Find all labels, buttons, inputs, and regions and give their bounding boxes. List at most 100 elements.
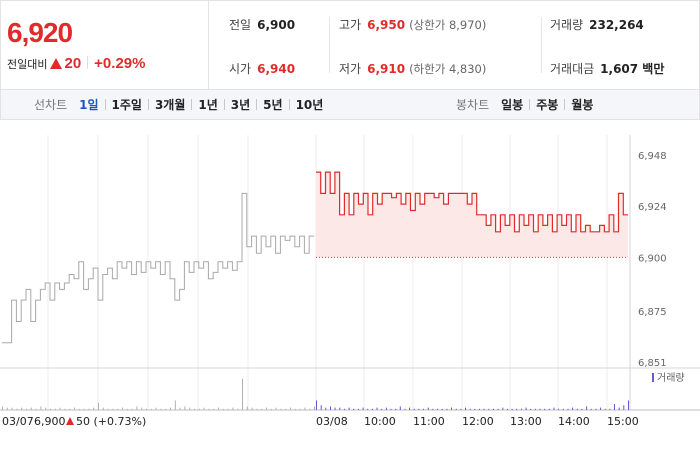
stat-prev-close: 전일 6,900 xyxy=(229,16,295,33)
prev-day-volume-bar xyxy=(117,408,119,410)
stat-volume: 거래량 232,264 xyxy=(550,16,644,33)
prev-day-volume-bar xyxy=(194,408,195,410)
today-volume-bar xyxy=(390,408,392,410)
today-volume-bar xyxy=(404,408,406,410)
prev-day-volume-bar xyxy=(45,407,47,410)
prev-day-volume-bar xyxy=(184,406,186,410)
prev-day-volume-bar xyxy=(6,407,8,410)
prev-day-volume-bar xyxy=(309,408,311,410)
prev-day-volume-bar xyxy=(208,408,210,410)
today-volume-bar xyxy=(385,407,387,410)
prev-day-volume-bar xyxy=(26,408,27,410)
today-volume-bar xyxy=(483,408,485,410)
candle-monthly[interactable]: 월봉 xyxy=(571,98,594,112)
stat-value: 6,900 xyxy=(257,18,296,32)
prev-day-volume-bar xyxy=(304,407,306,410)
prev-day-volume-bar xyxy=(107,408,109,410)
volume-legend-swatch xyxy=(652,373,654,382)
time-tick-label: 12:00 xyxy=(462,415,494,428)
prev-day-volume-bar xyxy=(198,408,200,410)
range-3m[interactable]: 3개월 xyxy=(154,98,186,112)
prev-day-volume-bar xyxy=(232,407,234,410)
today-volume-bar xyxy=(371,408,373,410)
stat-value: 6,950 xyxy=(367,18,406,32)
today-volume-bar xyxy=(432,408,434,410)
range-3y[interactable]: 3년 xyxy=(230,98,251,112)
prev-day-volume-bar xyxy=(294,408,296,410)
prev-day-volume-bar xyxy=(270,408,272,410)
y-tick-label: 6,851 xyxy=(638,358,667,369)
line-chart-options: 선차트 1일 1주일 3개월 1년 3년 5년 10년 xyxy=(34,90,323,119)
divider xyxy=(329,17,330,73)
candle-chart-title: 봉차트 xyxy=(456,98,490,112)
prev-day-volume-bar xyxy=(11,407,13,410)
today-date: 03/08 xyxy=(316,415,348,428)
prev-day-volume-bar xyxy=(50,408,51,410)
prev-day-volume-bar xyxy=(251,407,253,410)
today-volume-bar xyxy=(441,408,443,410)
prev-day-series-line xyxy=(2,192,314,344)
prev-day-volume-bar xyxy=(141,407,143,410)
up-triangle-icon xyxy=(66,417,74,425)
today-volume-bar xyxy=(460,408,462,410)
today-volume-bar xyxy=(465,407,466,410)
today-volume-bar xyxy=(623,405,625,410)
today-volume-bar xyxy=(446,408,448,410)
prev-day-volume-bar xyxy=(314,406,315,410)
time-tick-label: 15:00 xyxy=(607,415,639,428)
range-1y[interactable]: 1년 xyxy=(198,98,218,112)
volume-legend-label: 거래량 xyxy=(657,372,685,384)
range-10y[interactable]: 10년 xyxy=(295,98,324,112)
today-volume-bar xyxy=(362,407,364,410)
today-volume-bar xyxy=(334,407,336,410)
today-volume-bar xyxy=(427,407,429,410)
stat-trade-value: 거래대금 1,607 백만 xyxy=(550,60,664,77)
prev-day-volume-bar xyxy=(131,408,133,410)
prev-day-volume-bar xyxy=(64,408,66,410)
range-5y[interactable]: 5년 xyxy=(263,98,283,112)
today-volume-bar xyxy=(595,408,597,410)
today-volume-bar xyxy=(548,408,550,410)
prev-day-volume-bar xyxy=(189,407,191,410)
up-triangle-icon xyxy=(50,58,63,69)
today-volume-bar xyxy=(539,408,541,410)
prev-day-volume-bar xyxy=(170,407,171,410)
stat-low: 저가 6,910 (하한가 4,830) xyxy=(339,60,486,77)
today-volume-bar xyxy=(614,404,615,410)
prev-day-volume-bar xyxy=(165,408,167,410)
stat-high: 고가 6,950 (상한가 8,970) xyxy=(339,16,486,33)
prev-day-volume-bar xyxy=(246,406,248,410)
prev-day-volume-bar xyxy=(160,408,162,410)
prev-day-volume-bar xyxy=(88,408,90,410)
today-volume-bar xyxy=(558,408,560,410)
today-volume-bar xyxy=(339,407,341,410)
today-volume-bar xyxy=(530,408,532,410)
today-volume-bar xyxy=(516,408,518,410)
prev-day-volume-bar xyxy=(155,407,157,410)
candle-weekly[interactable]: 주봉 xyxy=(536,98,559,112)
candle-daily[interactable]: 일봉 xyxy=(501,98,524,112)
today-volume-bar xyxy=(572,407,574,410)
today-volume-bar xyxy=(493,408,494,410)
stat-label: 거래대금 xyxy=(550,62,595,76)
line-chart-title: 선차트 xyxy=(34,98,68,112)
today-volume-bar xyxy=(381,408,383,410)
today-volume-bar xyxy=(316,400,317,410)
today-volume-bar xyxy=(413,408,415,410)
prev-day-volume-bar xyxy=(83,408,85,410)
prev-day-volume-bar xyxy=(218,407,219,410)
time-tick-label: 11:00 xyxy=(413,415,445,428)
time-tick-label: 14:00 xyxy=(558,415,590,428)
range-1w[interactable]: 1주일 xyxy=(111,98,142,112)
prev-day-volume-bar xyxy=(102,407,104,410)
prev-day-volume-bar xyxy=(203,407,205,410)
today-volume-bar xyxy=(409,407,411,410)
candle-chart-options: 봉차트 일봉 주봉 월봉 xyxy=(456,90,593,119)
today-volume-bar xyxy=(469,408,471,410)
stat-value: 232,264 xyxy=(589,18,644,32)
range-1d[interactable]: 1일 xyxy=(79,98,99,112)
today-volume-bar xyxy=(534,408,536,410)
change-amount: 20 xyxy=(64,55,82,72)
prev-day-volume-bar xyxy=(112,408,114,410)
today-volume-bar xyxy=(520,408,522,410)
